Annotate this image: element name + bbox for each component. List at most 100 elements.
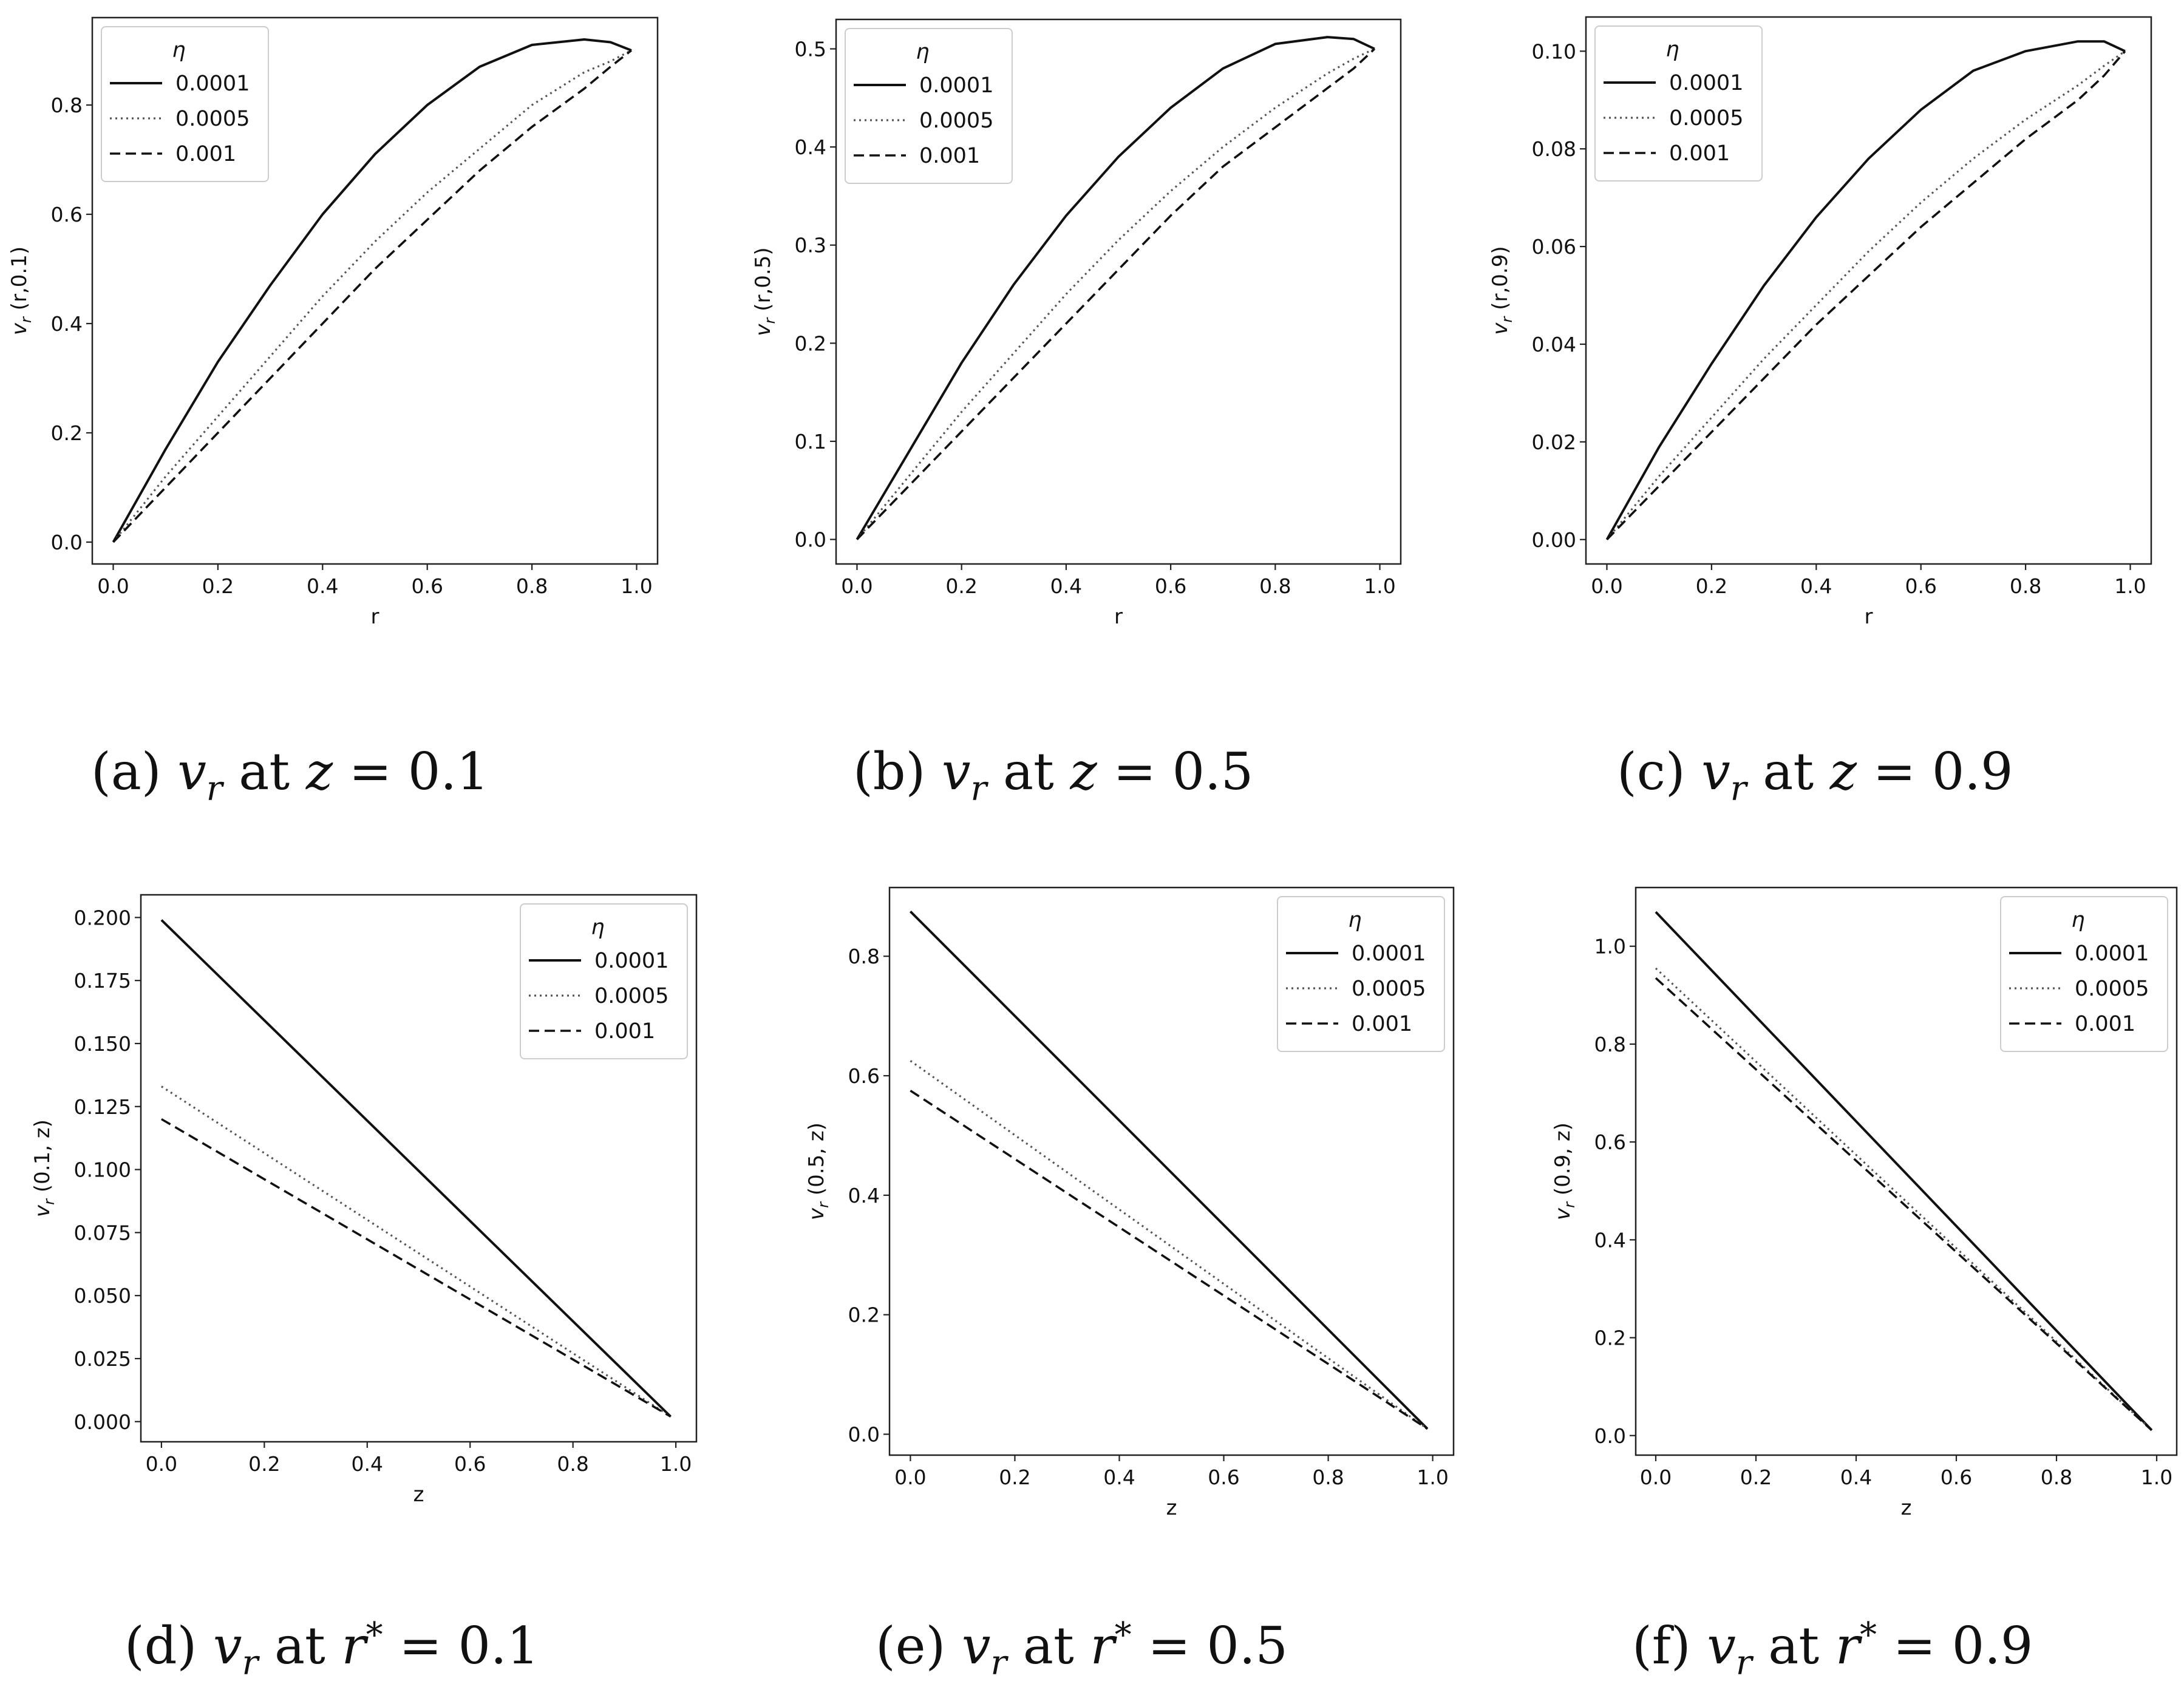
caption-cvar: r <box>1090 1616 1117 1676</box>
legend-entry-0.0001: 0.0001 <box>1669 71 1743 95</box>
legend-entry-0.0001: 0.0001 <box>594 949 668 973</box>
x-tick-label: 0.0 <box>1591 574 1622 598</box>
y-axis-label: vr (r,0.9) <box>1488 246 1516 334</box>
series-line-0.0005 <box>1655 967 2152 1431</box>
caption-var: v <box>962 1616 990 1676</box>
legend-title: η <box>2071 908 2084 932</box>
y-tick-label: 0.4 <box>795 135 826 159</box>
legend: η 0.0001 0.0005 0.001 <box>1594 25 1763 182</box>
caption-var: v <box>942 742 970 801</box>
caption-cvar: z <box>305 742 333 801</box>
x-tick-label: 0.6 <box>1905 574 1936 598</box>
y-tick-label: 0.04 <box>1532 333 1576 356</box>
caption-value: = 0.5 <box>1132 1616 1288 1676</box>
caption-prefix: (a) <box>91 742 177 801</box>
legend-box <box>1277 896 1445 1052</box>
caption-mid: at <box>1752 1616 1835 1676</box>
x-tick-label: 0.6 <box>1208 1465 1239 1489</box>
legend-entry-0.001: 0.001 <box>919 144 980 168</box>
y-axis-label: vr (r,0.1) <box>7 246 35 335</box>
legend: η 0.0001 0.0005 0.001 <box>845 28 1013 184</box>
series-line-0.0001 <box>1605 40 2126 540</box>
y-axis-label-sub: r <box>1561 1201 1578 1208</box>
x-tick-label: 0.0 <box>841 574 873 598</box>
y-axis-label-sub: r <box>815 1201 832 1208</box>
panel-caption-f: (f) vr at r* = 0.9 <box>1632 1615 2033 1683</box>
legend-entry-0.0005: 0.0005 <box>2075 977 2149 1001</box>
y-axis-label: vr (0.1, z) <box>30 1119 58 1217</box>
plot-frame <box>835 18 1402 565</box>
x-tick-label: 0.4 <box>1103 1465 1135 1489</box>
series-line-0.001 <box>910 1090 1428 1430</box>
y-axis-label-var: v <box>1551 1207 1575 1220</box>
x-axis-label: r <box>371 605 379 629</box>
y-axis-label-args: (0.1, z) <box>30 1119 55 1199</box>
y-tick-label: 0.050 <box>74 1284 131 1308</box>
caption-value: = 0.1 <box>383 1616 539 1676</box>
y-tick-label: 0.000 <box>74 1410 131 1434</box>
caption-star: * <box>1860 1615 1877 1655</box>
panel-c: 0.0 0.2 0.4 0.6 0.8 1.0 0.00 0.02 0.04 0.06 0.08 0.… <box>1488 16 2152 629</box>
y-tick-label: 0.2 <box>1594 1326 1626 1350</box>
y-tick-label: 0.0 <box>51 531 83 554</box>
legend-entry-0.0005: 0.0005 <box>1352 977 1426 1001</box>
x-tick-label: 0.8 <box>516 574 548 598</box>
series-line-0.001 <box>160 1118 672 1418</box>
legend: η 0.0001 0.0005 0.001 <box>520 903 688 1059</box>
legend-entry-0.0005: 0.0005 <box>594 984 668 1008</box>
legend-entry-0.0001: 0.0001 <box>1352 942 1426 966</box>
x-axis-label: z <box>413 1482 424 1507</box>
caption-prefix: (e) <box>876 1616 962 1676</box>
y-axis-label-args: (0.5, z) <box>805 1122 829 1202</box>
panel-d: 0.0 0.2 0.4 0.6 0.8 1.0 0.000 0.025 0.050 0.075 0.… <box>30 894 698 1507</box>
caption-var: v <box>177 742 206 801</box>
legend-entry-0.0005: 0.0005 <box>1669 106 1743 131</box>
plot-frame <box>140 894 698 1443</box>
caption-value: = 0.1 <box>333 742 489 801</box>
series-line-0.0001 <box>112 38 632 543</box>
caption-star: * <box>1115 1615 1132 1655</box>
caption-cvar: z <box>1829 742 1857 801</box>
series-line-0.0005 <box>910 1060 1428 1430</box>
plot-frame <box>888 886 1455 1456</box>
y-axis-label: vr (0.5, z) <box>805 1122 832 1220</box>
y-tick-label: 0.6 <box>51 203 83 226</box>
series-line-0.001 <box>856 48 1376 540</box>
x-tick-label: 0.6 <box>1155 574 1186 598</box>
y-tick-label: 0.08 <box>1532 137 1576 161</box>
y-axis-label-sub: r <box>761 316 778 324</box>
legend: η 0.0001 0.0005 0.001 <box>1277 896 1445 1052</box>
y-tick-label: 0.0 <box>848 1423 880 1447</box>
x-tick-label: 0.6 <box>1941 1465 1972 1489</box>
x-tick-label: 1.0 <box>660 1452 692 1476</box>
caption-sub: r <box>242 1643 260 1683</box>
y-axis-label-args: (r,0.5) <box>751 247 775 317</box>
caption-cvar: r <box>1835 1616 1863 1676</box>
x-tick-label: 0.0 <box>97 574 129 598</box>
panel-caption-b: (b) vr at z = 0.5 <box>853 742 1253 809</box>
y-tick-label: 0.6 <box>1594 1130 1626 1154</box>
caption-value: = 0.9 <box>1877 1616 2033 1676</box>
y-axis-label-var: v <box>1488 322 1512 335</box>
caption-prefix: (b) <box>853 742 942 801</box>
legend-entry-0.0001: 0.0001 <box>175 72 250 96</box>
x-tick-label: 0.2 <box>1740 1465 1772 1489</box>
caption-sub: r <box>970 769 988 809</box>
legend-box <box>845 28 1013 184</box>
plot-frame <box>1635 886 2178 1456</box>
y-axis-label-args: (0.9, z) <box>1551 1122 1575 1202</box>
y-tick-label: 0.6 <box>848 1064 880 1088</box>
x-tick-label: 1.0 <box>621 574 652 598</box>
y-axis-label: vr (r,0.5) <box>751 247 778 336</box>
x-tick-label: 1.0 <box>2141 1465 2172 1489</box>
x-tick-label: 0.0 <box>146 1452 177 1476</box>
panel-f: 0.0 0.2 0.4 0.6 0.8 1.0 0.0 0.2 0.4 0.6 0.8 1.0 z vr … <box>1551 886 2178 1520</box>
y-axis-label-sub: r <box>1499 315 1516 322</box>
y-tick-label: 0.2 <box>795 331 826 355</box>
panel-caption-d: (d) vr at r* = 0.1 <box>124 1615 539 1683</box>
legend: η 0.0001 0.0005 0.001 <box>101 26 269 182</box>
legend-entry-0.001: 0.001 <box>2075 1012 2135 1036</box>
x-tick-label: 0.8 <box>2041 1465 2072 1489</box>
y-tick-label: 0.8 <box>848 945 880 968</box>
y-axis-label-var: v <box>805 1207 829 1220</box>
